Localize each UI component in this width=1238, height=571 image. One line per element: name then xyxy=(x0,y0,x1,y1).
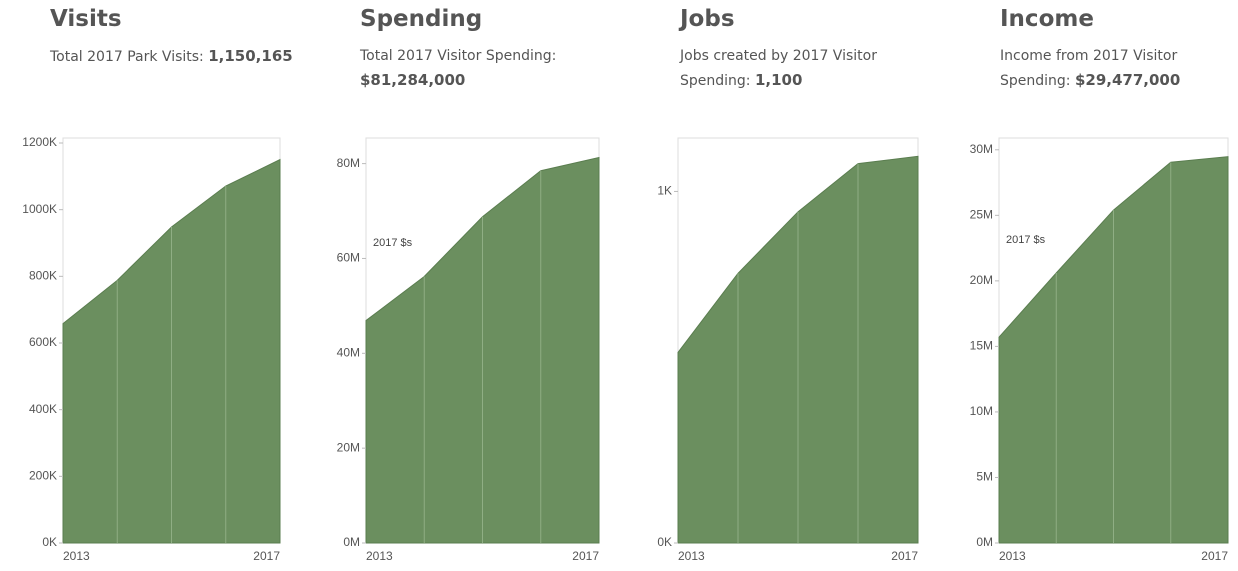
y-tick-label: 200K xyxy=(29,469,57,483)
annotation: 2017 $s xyxy=(373,237,413,249)
subtitle-value: $81,284,000 xyxy=(360,71,466,89)
subtitle-text: Jobs created by 2017 Visitor Spending: xyxy=(680,48,877,89)
x-tick-label: 2013 xyxy=(63,549,90,563)
panel-title: Spending xyxy=(360,6,483,32)
panel-header: Jobs Jobs created by 2017 Visitor Spendin… xyxy=(680,6,925,93)
y-tick-label: 800K xyxy=(29,269,57,283)
y-tick-label: 25M xyxy=(970,208,993,222)
y-tick-label: 10M xyxy=(970,404,993,418)
x-tick-label: 2013 xyxy=(999,549,1026,563)
x-tick-label: 2017 xyxy=(1201,549,1228,563)
area-chart: 0M 20M 40M 60M 80M 2013 2017 2017 $s xyxy=(337,137,600,563)
x-tick-label: 2013 xyxy=(366,549,393,563)
y-tick-label: 0K xyxy=(42,535,57,549)
y-tick-label: 20M xyxy=(337,440,360,454)
panel-title: Jobs xyxy=(680,6,735,32)
subtitle-value: $29,477,000 xyxy=(1074,71,1181,89)
y-tick-label: 20M xyxy=(970,273,993,287)
x-tick-label: 2017 xyxy=(253,549,280,563)
panel-header: Income Income from 2017 Visitor Spending:… xyxy=(1000,6,1238,93)
y-tick-label: 0K xyxy=(657,535,672,549)
y-tick-label: 30M xyxy=(970,142,993,156)
subtitle-value: 1,100 xyxy=(754,71,803,89)
y-tick-label: 400K xyxy=(29,402,57,416)
subtitle-text: Total 2017 Park Visits: xyxy=(50,49,204,65)
y-tick-label: 5M xyxy=(976,470,993,484)
subtitle-text: Income from 2017 Visitor Spending: xyxy=(1000,48,1178,89)
subtitle-value: 1,150,165 xyxy=(208,47,293,65)
panel-subtitle: Total 2017 Visitor Spending: $81,284,000 xyxy=(360,44,605,93)
y-tick-label: 1200K xyxy=(22,135,57,149)
y-tick-label: 600K xyxy=(29,335,57,349)
panel-title: Income xyxy=(1000,6,1094,32)
panel-subtitle: Income from 2017 Visitor Spending: $29,4… xyxy=(1000,44,1238,93)
y-tick-label: 0M xyxy=(343,535,360,549)
x-tick-label: 2013 xyxy=(678,549,705,563)
y-tick-label: 1K xyxy=(657,184,672,198)
y-tick-label: 60M xyxy=(337,251,360,265)
x-tick-label: 2017 xyxy=(572,549,599,563)
x-tick-label: 2017 xyxy=(891,549,918,563)
area-chart: 0K 1K 2013 2017 xyxy=(657,137,919,563)
panel-subtitle: Total 2017 Park Visits: 1,150,165 xyxy=(50,44,295,69)
y-tick-label: 15M xyxy=(970,339,993,353)
panel-subtitle: Jobs created by 2017 Visitor Spending: 1… xyxy=(680,44,925,93)
y-tick-label: 1000K xyxy=(22,202,57,216)
subtitle-text: Total 2017 Visitor Spending: xyxy=(360,48,557,64)
panel-header: Spending Total 2017 Visitor Spending: $81… xyxy=(360,6,605,93)
panel-header: Visits Total 2017 Park Visits: 1,150,165 xyxy=(50,6,295,69)
area-chart: 0K 200K 400K 600K 800K 1000K 1200K 2013 2017 xyxy=(22,135,281,563)
annotation: 2017 $s xyxy=(1006,234,1046,246)
panel-title: Visits xyxy=(50,6,122,32)
y-tick-label: 80M xyxy=(337,156,360,170)
y-tick-label: 0M xyxy=(976,535,993,549)
area-chart: 0M 5M 10M 15M 20M 25M 30M 2013 2017 2017 $s xyxy=(970,137,1229,563)
y-tick-label: 40M xyxy=(337,345,360,359)
